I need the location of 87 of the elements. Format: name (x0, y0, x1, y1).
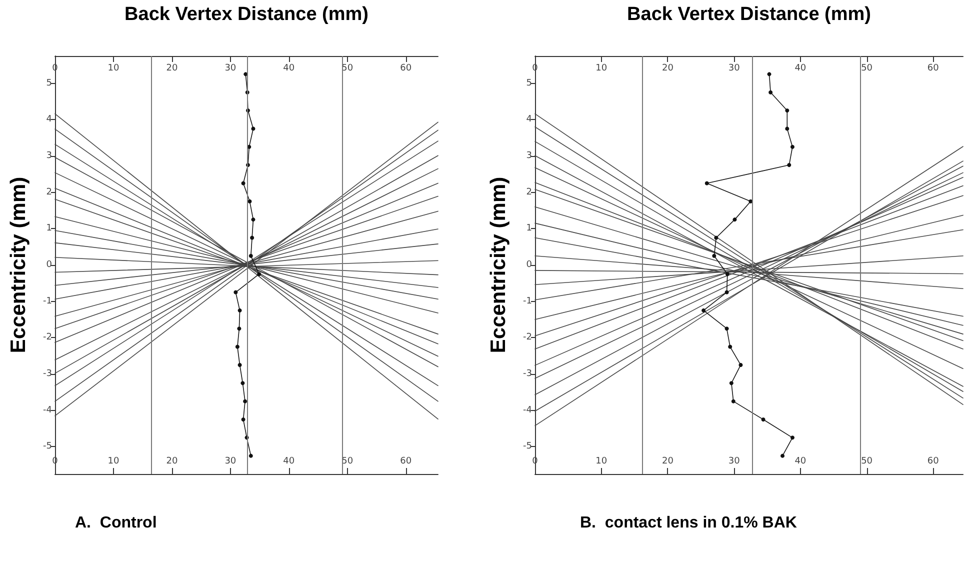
point (238, 308, 242, 312)
x2-tick-label: 10 (596, 456, 608, 466)
point (724, 326, 729, 331)
x-tick-label: 30 (728, 64, 740, 74)
y-tick-label: -2 (43, 332, 52, 343)
x2-tick-label: 40 (283, 456, 295, 466)
y-tick-label: 1 (526, 224, 532, 234)
x-tick-label: 50 (861, 64, 873, 74)
y-tick-label: -2 (523, 332, 532, 343)
x-tick-label: 40 (283, 64, 295, 74)
y-tick-label: -3 (43, 369, 52, 380)
x2-tick-label: 20 (662, 456, 674, 466)
point (248, 454, 253, 458)
y-tick-label: -4 (43, 405, 52, 416)
y-axis-title: Eccentricity (mm) (7, 176, 30, 354)
point (241, 181, 246, 186)
y-tick-label: 3 (526, 150, 532, 161)
point (767, 72, 772, 76)
point (787, 163, 792, 168)
text: B. contact lens in 0.1% BAK (580, 514, 798, 532)
text: A. Control (75, 514, 157, 532)
y-tick-label: 2 (526, 187, 532, 198)
point (243, 399, 248, 404)
point (240, 381, 245, 386)
y-tick-label: 0 (46, 260, 52, 270)
point (248, 254, 253, 258)
y-tick-label: -5 (43, 442, 52, 452)
point (712, 254, 716, 258)
point (725, 272, 730, 276)
point (731, 399, 736, 404)
point (250, 236, 254, 240)
point (241, 417, 246, 422)
point (732, 218, 737, 222)
point (780, 454, 785, 458)
y-tick-label: 5 (526, 78, 532, 88)
point (728, 344, 732, 349)
y-tick-label: 4 (526, 114, 532, 125)
point (702, 308, 706, 312)
x2-tick-label: 50 (861, 456, 873, 466)
x2-tick-label: 10 (108, 456, 120, 466)
point (248, 199, 252, 204)
point (234, 290, 238, 294)
point (785, 126, 790, 131)
point (235, 344, 240, 349)
y-axis-title: Eccentricity (mm) (487, 176, 510, 354)
y-tick-label: -1 (523, 296, 532, 306)
point (729, 381, 734, 386)
x-tick-label: 40 (794, 64, 806, 74)
point (768, 90, 773, 94)
point (251, 126, 256, 131)
x-tick-label: 10 (108, 64, 120, 74)
x-tick-label: 60 (400, 64, 412, 74)
x2-tick-label: 60 (927, 456, 940, 466)
point (238, 362, 242, 367)
x2-tick-label: 60 (400, 456, 412, 466)
x-axis-title: Back Vertex Distance (mm) (627, 4, 871, 25)
point (237, 326, 242, 331)
point (738, 362, 743, 367)
x-axis-title: Back Vertex Distance (mm) (124, 4, 368, 25)
x-tick-label: 30 (224, 64, 236, 74)
point (785, 108, 790, 113)
point (251, 218, 256, 222)
y-tick-label: 5 (46, 78, 52, 88)
x2-tick-label: 20 (166, 456, 178, 466)
y-tick-label: -3 (523, 369, 532, 380)
x-tick-label: 60 (927, 64, 940, 74)
point (724, 290, 729, 294)
point (790, 144, 794, 149)
y-tick-label: 1 (46, 224, 52, 234)
y-tick-label: 0 (526, 260, 532, 270)
point (761, 417, 766, 422)
x-tick-label: 20 (662, 64, 674, 74)
point (790, 436, 794, 440)
point (714, 236, 718, 240)
point (704, 181, 709, 186)
x-tick-label: 10 (596, 64, 608, 74)
y-tick-label: -5 (523, 442, 532, 452)
y-tick-label: 2 (46, 187, 52, 198)
x2-tick-label: 30 (224, 456, 236, 466)
y-tick-label: -4 (523, 405, 532, 416)
y-tick-label: 3 (46, 150, 52, 161)
x2-tick-label: 30 (728, 456, 740, 466)
y-tick-label: -1 (43, 296, 52, 306)
x2-tick-label: 40 (794, 456, 806, 466)
y-tick-label: 4 (46, 114, 52, 125)
x-tick-label: 20 (166, 64, 178, 74)
point (257, 272, 262, 276)
